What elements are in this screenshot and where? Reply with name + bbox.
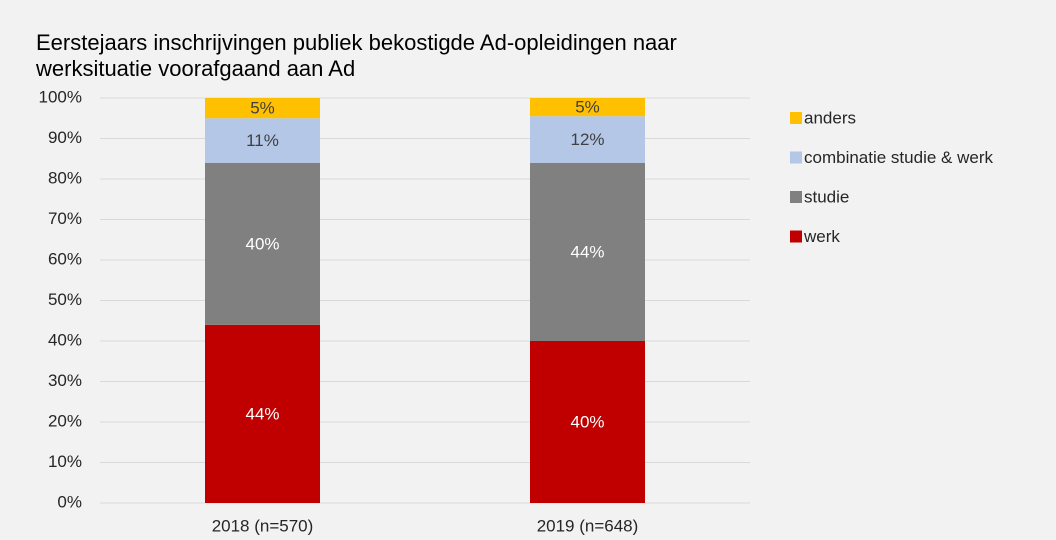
bar-segment bbox=[205, 162, 320, 325]
y-tick-label: 100% bbox=[39, 87, 82, 106]
bar-segment bbox=[530, 162, 645, 341]
legend-swatch bbox=[790, 191, 802, 203]
data-label: 44% bbox=[245, 404, 279, 423]
data-label: 12% bbox=[570, 130, 604, 149]
y-tick-label: 60% bbox=[48, 249, 82, 268]
y-tick-label: 30% bbox=[48, 371, 82, 390]
legend-swatch bbox=[790, 112, 802, 124]
legend-swatch bbox=[790, 151, 802, 164]
y-tick-label: 40% bbox=[48, 330, 82, 349]
x-tick-label: 2018 (n=570) bbox=[212, 516, 314, 535]
data-label: 44% bbox=[570, 242, 604, 261]
y-tick-label: 90% bbox=[48, 128, 82, 147]
bar-segment bbox=[530, 116, 645, 163]
y-tick-label: 50% bbox=[48, 290, 82, 309]
legend-label: werk bbox=[803, 227, 840, 246]
y-tick-label: 80% bbox=[48, 168, 82, 187]
y-tick-label: 20% bbox=[48, 411, 82, 430]
bar-segment bbox=[205, 324, 320, 503]
legend-swatch bbox=[790, 230, 802, 243]
legend-label: anders bbox=[804, 108, 856, 127]
data-label: 5% bbox=[575, 98, 600, 117]
bar-segment bbox=[205, 118, 320, 163]
data-label: 11% bbox=[246, 131, 279, 150]
chart-title: Eerstejaars inschrijvingen publiek bekos… bbox=[36, 30, 677, 55]
data-label: 40% bbox=[570, 412, 604, 431]
y-tick-label: 0% bbox=[57, 492, 82, 511]
data-label: 5% bbox=[250, 99, 275, 118]
bar-segment bbox=[205, 98, 320, 119]
bar-segment bbox=[530, 341, 645, 503]
chart-title: werksituatie voorafgaand aan Ad bbox=[35, 56, 355, 81]
legend-label: combinatie studie & werk bbox=[804, 148, 993, 167]
bar-segment bbox=[530, 98, 645, 117]
data-label: 40% bbox=[245, 234, 279, 253]
y-tick-label: 10% bbox=[48, 452, 82, 471]
y-tick-label: 70% bbox=[48, 209, 82, 228]
x-tick-label: 2019 (n=648) bbox=[537, 516, 639, 535]
legend-label: studie bbox=[804, 187, 849, 206]
